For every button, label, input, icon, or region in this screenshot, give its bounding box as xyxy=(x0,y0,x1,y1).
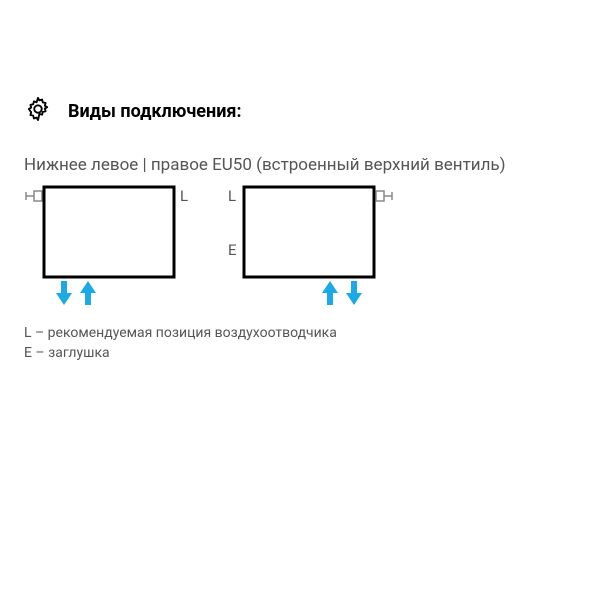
diagram-row: L xyxy=(24,185,580,315)
legend: L – рекомендуемая позиция воздухоотводчи… xyxy=(24,323,580,364)
label-l-right: L xyxy=(228,187,236,205)
section-title: Виды подключения: xyxy=(68,101,242,122)
variant-subtitle: Нижнее левое | правое EU50 (встроенный в… xyxy=(24,155,580,175)
legend-line-e: E – заглушка xyxy=(24,343,580,363)
diagram-left: L xyxy=(24,185,200,315)
label-e-right: E xyxy=(228,241,237,259)
gear-icon xyxy=(24,95,52,127)
section-header: Виды подключения: xyxy=(24,95,580,127)
legend-line-l: L – рекомендуемая позиция воздухоотводчи… xyxy=(24,323,580,343)
label-l-left: L xyxy=(180,187,188,205)
diagram-right: L E xyxy=(228,185,404,315)
